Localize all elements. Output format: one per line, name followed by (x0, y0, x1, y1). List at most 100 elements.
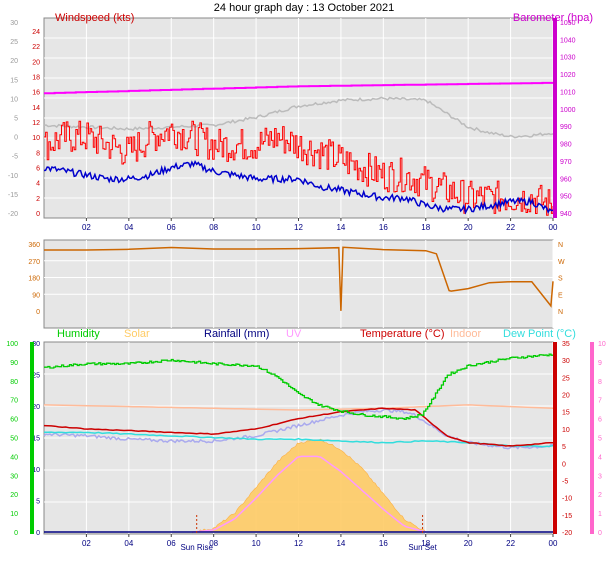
axis-tick-label: 1030 (560, 55, 576, 62)
wind-gust-line (44, 120, 554, 216)
axis-tick-label: W (558, 259, 565, 266)
x-tick-label: 00 (549, 539, 558, 548)
axis-tick-label: -10 (562, 496, 572, 503)
axis-tick-label: 30 (10, 473, 18, 480)
wind-direction-gridlines (44, 240, 554, 328)
axis-tick-label: 30 (562, 358, 570, 365)
uv-axis-bar (590, 342, 594, 534)
axis-tick-label: 60 (10, 417, 18, 424)
axis-tick-label: 1010 (560, 89, 576, 96)
axis-tick-label: 16 (32, 90, 40, 97)
x-tick-label: 18 (421, 223, 430, 232)
temperature-left-axis-ticks: 30 25 20 15 10 5 0 -5 -10 -15 -20 (8, 20, 18, 218)
axis-tick-label: 10 (562, 427, 570, 434)
x-tick-label: 06 (167, 223, 176, 232)
axis-tick-label: -20 (562, 530, 572, 537)
axis-tick-label: 80 (10, 379, 18, 386)
axis-tick-label: 6 (598, 417, 602, 424)
axis-tick-label: 4 (598, 454, 602, 461)
axis-tick-label: 970 (560, 159, 572, 166)
axis-tick-label: 0 (598, 530, 602, 537)
axis-tick-label: E (558, 292, 563, 299)
sunrise-label: Sun Rise (180, 543, 213, 552)
axis-tick-label: 25 (562, 375, 570, 382)
legend-label: Humidity (57, 328, 100, 340)
x-tick-label: 16 (379, 539, 388, 548)
axis-tick-label: 0 (36, 309, 40, 316)
legend-label: Rainfall (mm) (204, 328, 269, 340)
axis-tick-label: 10 (598, 341, 606, 348)
axis-tick-label: 2 (598, 492, 602, 499)
axis-tick-label: 20 (32, 404, 40, 411)
axis-tick-label: 18 (32, 75, 40, 82)
grey-temperature-line (43, 96, 554, 139)
x-tick-label: 08 (209, 223, 218, 232)
x-tick-label: 10 (252, 223, 261, 232)
solar-area (192, 438, 427, 534)
axis-tick-label: 7 (598, 398, 602, 405)
bottom-legend: Humidity Solar Rainfall (mm) UV Temperature … (57, 328, 576, 340)
barometer-legend: Barometer (hpa) (513, 12, 593, 24)
windspeed-legend: Windspeed (kts) (55, 12, 134, 24)
x-tick-label: 14 (336, 223, 345, 232)
uv-line (192, 455, 426, 533)
axis-tick-label: 0 (36, 211, 40, 218)
x-tick-label: 00 (549, 223, 558, 232)
x-tick-label: 20 (464, 539, 473, 548)
axis-tick-label: 6 (36, 166, 40, 173)
humidity-line (44, 353, 554, 420)
axis-tick-label: 1020 (560, 72, 576, 79)
x-tick-label: 06 (167, 539, 176, 548)
x-tick-label: 02 (82, 223, 91, 232)
axis-tick-label: 0 (14, 135, 18, 142)
axis-tick-label: 5 (598, 436, 602, 443)
axis-tick-label: 50 (10, 436, 18, 443)
axis-tick-label: 1050 (560, 20, 576, 27)
axis-tick-label: 0 (36, 530, 40, 537)
top-x-axis-ticks: 02 04 06 08 10 12 14 16 18 20 22 00 (82, 218, 558, 232)
axis-tick-label: 10 (10, 511, 18, 518)
axis-tick-label: 35 (562, 341, 570, 348)
graph-title: 24 hour graph day : 13 October 2021 (214, 2, 394, 14)
compass-axis-labels: N W S E N (558, 242, 565, 316)
axis-tick-label: 15 (10, 77, 18, 84)
axis-tick-label: 950 (560, 194, 572, 201)
axis-tick-label: -15 (562, 513, 572, 520)
wind-pressure-series (43, 81, 554, 216)
axis-tick-label: 12 (32, 120, 40, 127)
axis-tick-label: 15 (562, 410, 570, 417)
x-tick-label: 12 (294, 223, 303, 232)
axis-tick-label: 40 (10, 454, 18, 461)
x-tick-label: 10 (252, 539, 261, 548)
axis-tick-label: -10 (8, 173, 18, 180)
axis-tick-label: 960 (560, 176, 572, 183)
axis-tick-label: N (558, 309, 563, 316)
legend-label: UV (286, 328, 302, 340)
x-tick-label: 18 (421, 539, 430, 548)
x-tick-label: 22 (506, 539, 515, 548)
axis-tick-label: 15 (32, 436, 40, 443)
axis-tick-label: 90 (10, 360, 18, 367)
axis-tick-label: 70 (10, 398, 18, 405)
x-tick-label: 16 (379, 223, 388, 232)
axis-tick-label: 4 (36, 181, 40, 188)
axis-tick-label: -5 (12, 154, 18, 161)
bottom-x-axis-ticks: 02 04 06 08 10 12 14 16 18 20 22 00 (82, 534, 558, 548)
axis-tick-label: 180 (28, 276, 40, 283)
axis-tick-label: -15 (8, 192, 18, 199)
axis-tick-label: 8 (598, 379, 602, 386)
axis-tick-label: 25 (10, 39, 18, 46)
axis-tick-label: 100 (6, 341, 18, 348)
barometer-axis-ticks: 1050 1040 1030 1020 1010 1000 990 980 970 960 950 9… (560, 20, 576, 218)
axis-tick-label: 3 (598, 473, 602, 480)
axis-tick-label: 10 (32, 135, 40, 142)
axis-tick-label: 1000 (560, 107, 576, 114)
x-tick-label: 20 (464, 223, 473, 232)
rain-axis-ticks: 30 25 20 15 10 5 0 (32, 341, 40, 537)
barometer-axis-bar (553, 18, 557, 218)
axis-tick-label: 30 (10, 20, 18, 27)
axis-tick-label: N (558, 242, 563, 249)
